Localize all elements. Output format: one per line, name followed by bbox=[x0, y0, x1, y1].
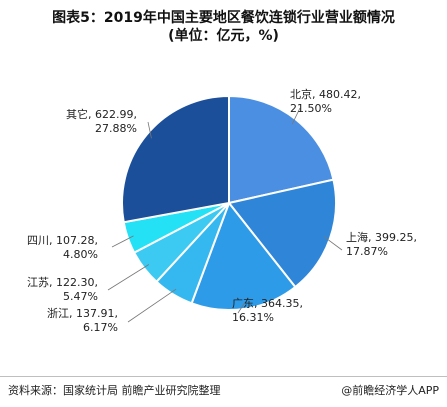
slice-label-percent-2: 17.87% bbox=[346, 245, 388, 258]
slice-label-value-3: 广东, 364.35, bbox=[232, 297, 303, 310]
leader-line-5 bbox=[107, 264, 150, 291]
slice-label-7: 其它, 622.99, 27.88% bbox=[66, 107, 137, 135]
slice-label-percent-3: 16.31% bbox=[232, 311, 274, 324]
leader-line-4 bbox=[127, 288, 177, 323]
slice-label-percent-4: 6.17% bbox=[83, 321, 118, 334]
pie-slice-3 bbox=[190, 200, 297, 311]
slice-label-value-5: 江苏, 122.30, bbox=[27, 276, 98, 289]
leader-line-7 bbox=[147, 121, 152, 139]
slice-label-value-2: 上海, 399.25, bbox=[346, 230, 417, 244]
slice-label-3: 广东, 364.35, 16.31% bbox=[232, 297, 303, 324]
chart-subtitle: (单位：亿元，%) bbox=[168, 28, 279, 44]
slice-label-5: 江苏, 122.30, 5.47% bbox=[27, 276, 98, 303]
pie-slice-1 bbox=[228, 94, 335, 205]
slice-label-2: 上海, 399.25, 17.87% bbox=[346, 230, 417, 258]
slice-label-value-1: 北京, 480.42, bbox=[290, 87, 361, 101]
slice-label-6: 四川, 107.28, 4.80% bbox=[27, 234, 98, 261]
leader-line-6 bbox=[111, 235, 134, 248]
slice-label-value-7: 其它, 622.99, bbox=[66, 107, 137, 121]
footer-divider bbox=[0, 376, 447, 377]
slice-label-value-6: 四川, 107.28, bbox=[27, 234, 98, 247]
pie-slice-2 bbox=[227, 178, 337, 289]
chart-title: 图表5：2019年中国主要地区餐饮连锁行业营业额情况 bbox=[52, 10, 395, 26]
footer-source: 资料来源：国家统计局 前瞻产业研究院整理 bbox=[8, 384, 221, 397]
pie-slice-7 bbox=[121, 94, 230, 224]
footer-brand: @前瞻经济学人APP bbox=[341, 384, 439, 397]
leader-line-3 bbox=[237, 302, 246, 314]
slice-label-percent-6: 4.80% bbox=[63, 248, 98, 261]
slice-label-4: 浙江, 137.91, 6.17% bbox=[47, 307, 118, 334]
leader-line-1 bbox=[291, 107, 301, 125]
leader-line-2 bbox=[323, 236, 343, 251]
slice-label-percent-5: 5.47% bbox=[63, 290, 98, 303]
slice-label-value-4: 浙江, 137.91, bbox=[47, 307, 118, 320]
slice-label-1: 北京, 480.42, 21.50% bbox=[290, 87, 361, 115]
slice-label-percent-7: 27.88% bbox=[95, 122, 137, 135]
slice-label-percent-1: 21.50% bbox=[290, 102, 332, 115]
